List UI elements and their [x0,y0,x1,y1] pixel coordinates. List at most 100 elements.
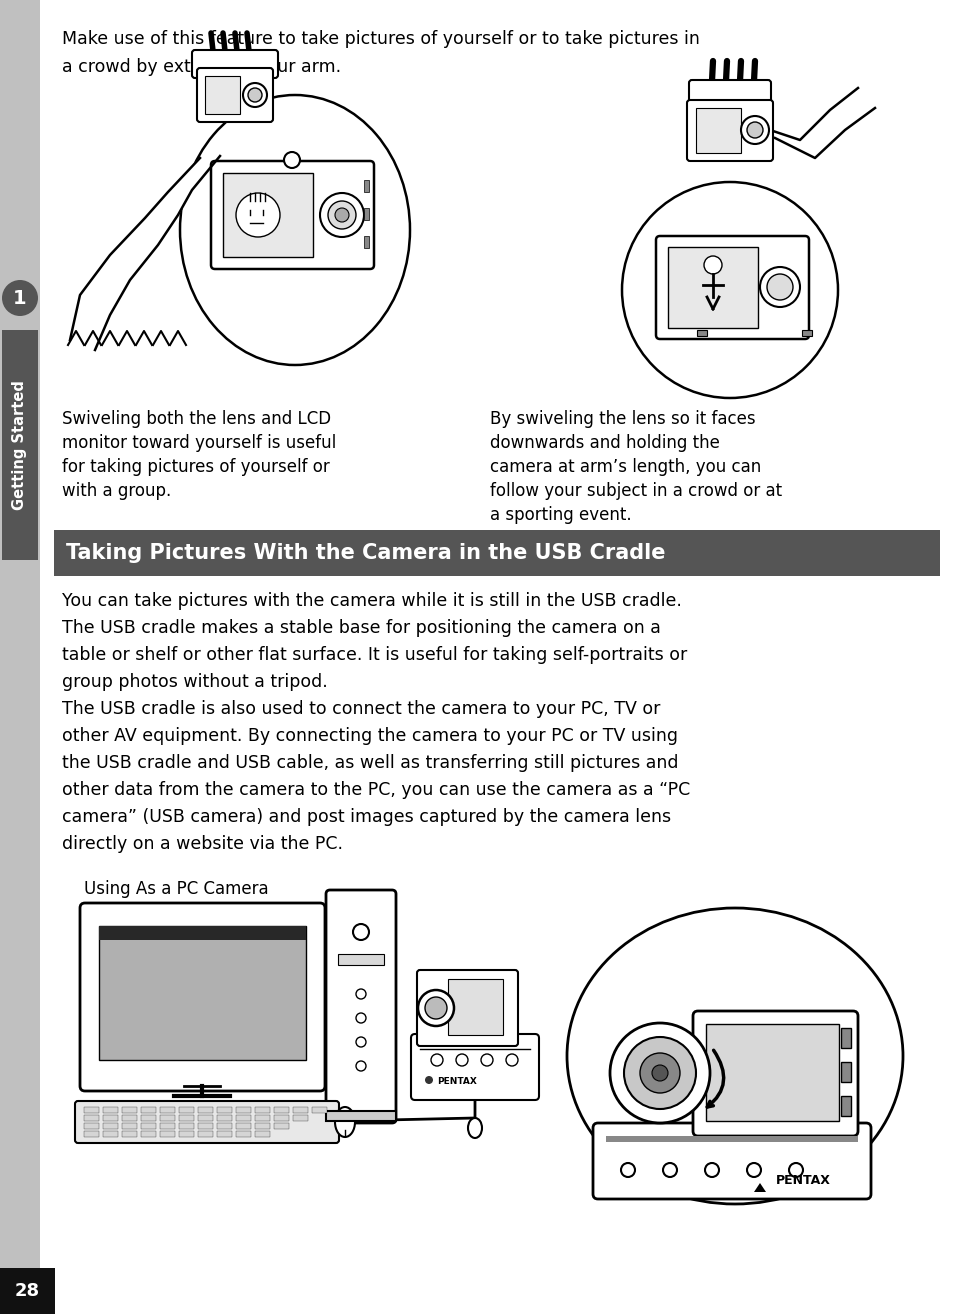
Polygon shape [599,1046,639,1096]
Text: a sporting event.: a sporting event. [490,506,631,524]
Text: PENTAX: PENTAX [775,1173,830,1187]
Text: table or shelf or other flat surface. It is useful for taking self-portraits or: table or shelf or other flat surface. It… [62,646,686,664]
Text: other AV equipment. By connecting the camera to your PC or TV using: other AV equipment. By connecting the ca… [62,727,678,745]
Circle shape [353,924,369,940]
Bar [122,1123,137,1129]
Circle shape [424,1076,433,1084]
Ellipse shape [335,1106,355,1137]
Bar [274,1123,289,1129]
FancyBboxPatch shape [411,1034,538,1100]
Bar [122,1106,137,1113]
FancyBboxPatch shape [192,50,277,78]
Bar [235,1131,251,1137]
Bar [103,1123,118,1129]
Bar [254,1123,270,1129]
Bar [198,1116,213,1121]
Text: Getting Started: Getting Started [12,380,28,510]
Bar [198,1131,213,1137]
Circle shape [456,1054,468,1066]
Bar [216,1123,232,1129]
Circle shape [740,116,768,145]
Circle shape [746,1163,760,1177]
Text: directly on a website via the PC.: directly on a website via the PC. [62,834,343,853]
Circle shape [760,267,800,307]
Bar [274,1116,289,1121]
Circle shape [662,1163,677,1177]
Bar [122,1131,137,1137]
Bar [84,1116,99,1121]
Bar [841,1096,850,1116]
FancyBboxPatch shape [75,1101,338,1143]
Bar [216,1131,232,1137]
Circle shape [284,152,299,168]
Bar [0,1268,55,1314]
Bar [223,173,313,258]
Circle shape [651,1066,667,1081]
Bar [293,1106,308,1113]
Circle shape [355,1060,366,1071]
Text: camera” (USB camera) and post images captured by the camera lens: camera” (USB camera) and post images cap… [62,808,670,827]
Bar [254,1131,270,1137]
Bar [697,330,706,336]
Bar [364,180,369,192]
Bar [179,1123,193,1129]
Circle shape [319,193,364,237]
Bar [141,1116,156,1121]
Bar [667,247,758,328]
Circle shape [703,256,721,275]
Bar [605,1137,857,1142]
Circle shape [505,1054,517,1066]
Circle shape [328,201,355,229]
Circle shape [248,88,262,102]
FancyBboxPatch shape [211,162,374,269]
Bar [179,1116,193,1121]
Bar [160,1131,174,1137]
Ellipse shape [566,908,902,1204]
Bar [160,1116,174,1121]
Bar [54,530,939,576]
Bar [216,1106,232,1113]
Circle shape [235,193,280,237]
Circle shape [355,989,366,999]
Text: By swiveling the lens so it faces: By swiveling the lens so it faces [490,410,755,428]
Text: Swiveling both the lens and LCD: Swiveling both the lens and LCD [62,410,331,428]
Circle shape [2,280,38,315]
FancyBboxPatch shape [80,903,325,1091]
Bar [141,1106,156,1113]
Circle shape [788,1163,802,1177]
Text: follow your subject in a crowd or at: follow your subject in a crowd or at [490,482,781,501]
Text: Taking Pictures With the Camera in the USB Cradle: Taking Pictures With the Camera in the U… [66,543,665,562]
Bar [801,330,811,336]
Bar [103,1106,118,1113]
Bar [179,1131,193,1137]
Text: other data from the camera to the PC, you can use the camera as a “PC: other data from the camera to the PC, yo… [62,781,690,799]
Ellipse shape [468,1118,481,1138]
FancyBboxPatch shape [326,890,395,1123]
Circle shape [620,1163,635,1177]
FancyBboxPatch shape [686,100,772,162]
Text: Make use of this feature to take pictures of yourself or to take pictures in: Make use of this feature to take picture… [62,30,700,49]
Bar [293,1116,308,1121]
Bar [198,1123,213,1129]
Ellipse shape [180,95,410,365]
Circle shape [355,1037,366,1047]
Text: for taking pictures of yourself or: for taking pictures of yourself or [62,459,330,476]
Text: Using As a PC Camera: Using As a PC Camera [84,880,269,897]
Bar [312,1106,327,1113]
Circle shape [609,1024,709,1123]
Circle shape [335,208,349,222]
Bar [337,954,384,964]
Bar [99,926,306,1060]
Bar [216,1116,232,1121]
Bar [99,926,306,940]
Bar [364,208,369,219]
Bar [141,1131,156,1137]
Bar [160,1106,174,1113]
Bar [198,1106,213,1113]
Bar [326,1112,395,1121]
Circle shape [639,1053,679,1093]
Bar [235,1116,251,1121]
Bar [160,1123,174,1129]
Bar [122,1116,137,1121]
Polygon shape [769,88,874,158]
